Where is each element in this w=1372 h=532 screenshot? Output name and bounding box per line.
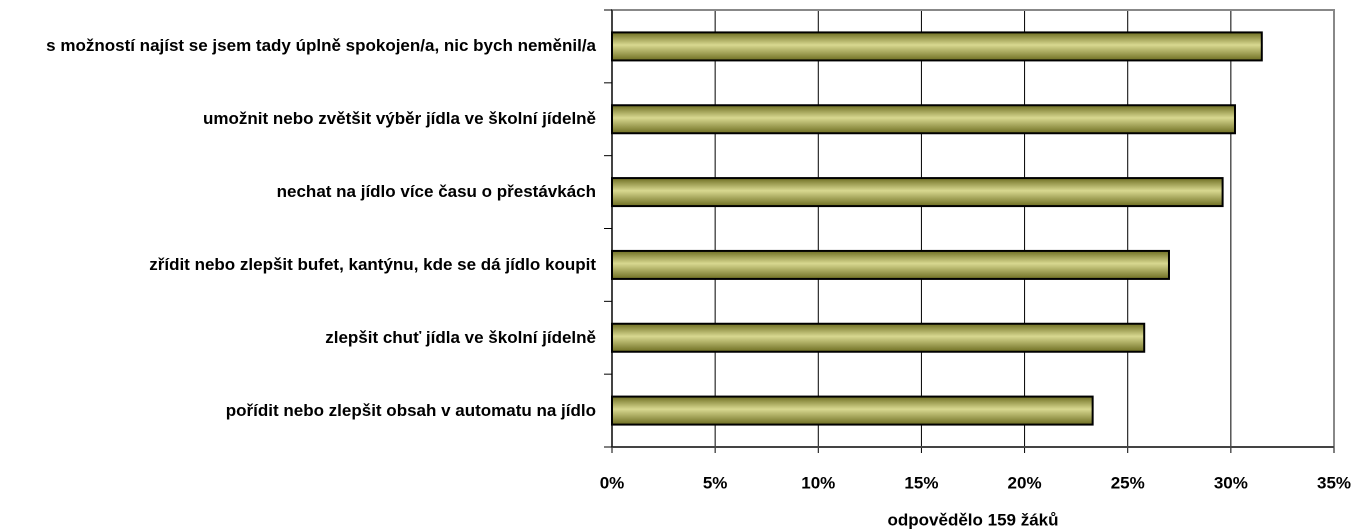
bar bbox=[611, 31, 1263, 62]
y-tick-label: pořídit nebo zlepšit obsah v automatu na… bbox=[225, 400, 596, 420]
bar bbox=[611, 249, 1170, 280]
plot-border bbox=[611, 9, 1335, 448]
y-tick-label: nechat na jídlo více času o přestávkách bbox=[276, 182, 596, 202]
bar bbox=[611, 177, 1224, 208]
y-tick-label: s možností najíst se jsem tady úplně spo… bbox=[46, 36, 596, 56]
x-tick-label: 30% bbox=[1214, 473, 1248, 492]
x-tick-label: 25% bbox=[1111, 473, 1145, 492]
x-axis-label: odpovědělo 159 žáků bbox=[888, 510, 1059, 529]
bar bbox=[611, 395, 1094, 426]
y-tick-label: zlepšit chuť jídla ve školní jídelně bbox=[325, 327, 596, 347]
bar bbox=[611, 322, 1146, 353]
x-tick-label: 15% bbox=[904, 473, 938, 492]
x-tick-label: 5% bbox=[703, 473, 728, 492]
x-tick-label: 20% bbox=[1008, 473, 1042, 492]
y-tick-label: zřídit nebo zlepšit bufet, kantýnu, kde … bbox=[149, 254, 596, 274]
x-tick-label: 0% bbox=[600, 473, 625, 492]
bar bbox=[611, 104, 1236, 135]
x-tick-label: 10% bbox=[801, 473, 835, 492]
x-tick-label: 35% bbox=[1317, 473, 1351, 492]
y-tick-label: umožnit nebo zvětšit výběr jídla ve škol… bbox=[203, 109, 596, 129]
